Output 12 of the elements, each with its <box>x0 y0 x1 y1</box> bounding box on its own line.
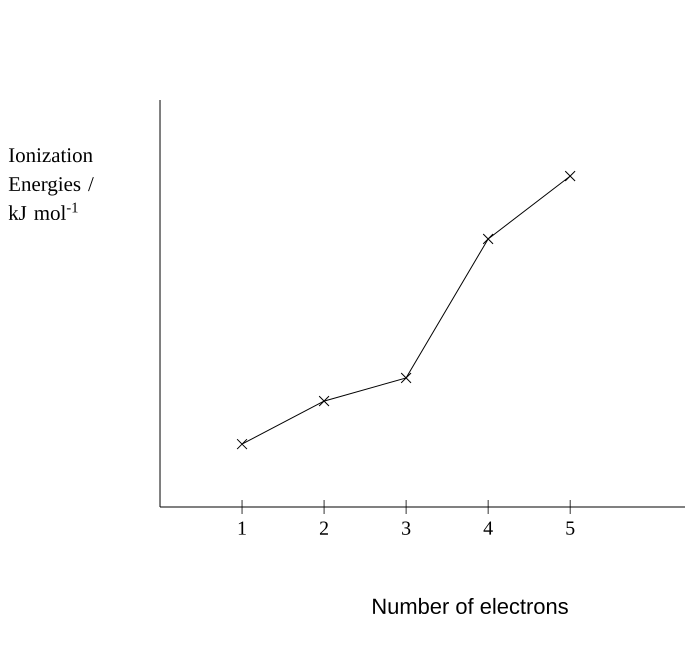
x-tick-label: 4 <box>484 522 493 535</box>
x-axis-title: Number of electrons <box>373 598 568 614</box>
x-tick-label: 3 <box>402 522 410 535</box>
point <box>318 396 330 407</box>
x-tick-label: 1 <box>238 522 246 535</box>
x-tick-label: 5 <box>566 522 574 535</box>
point <box>400 372 412 384</box>
point <box>564 170 576 182</box>
y-axis-title: Ionization Energies / kJ mol$^{-1}$ <box>8 148 94 220</box>
x-tick-label: 2 <box>320 522 328 535</box>
point <box>236 438 248 450</box>
point <box>482 234 494 244</box>
